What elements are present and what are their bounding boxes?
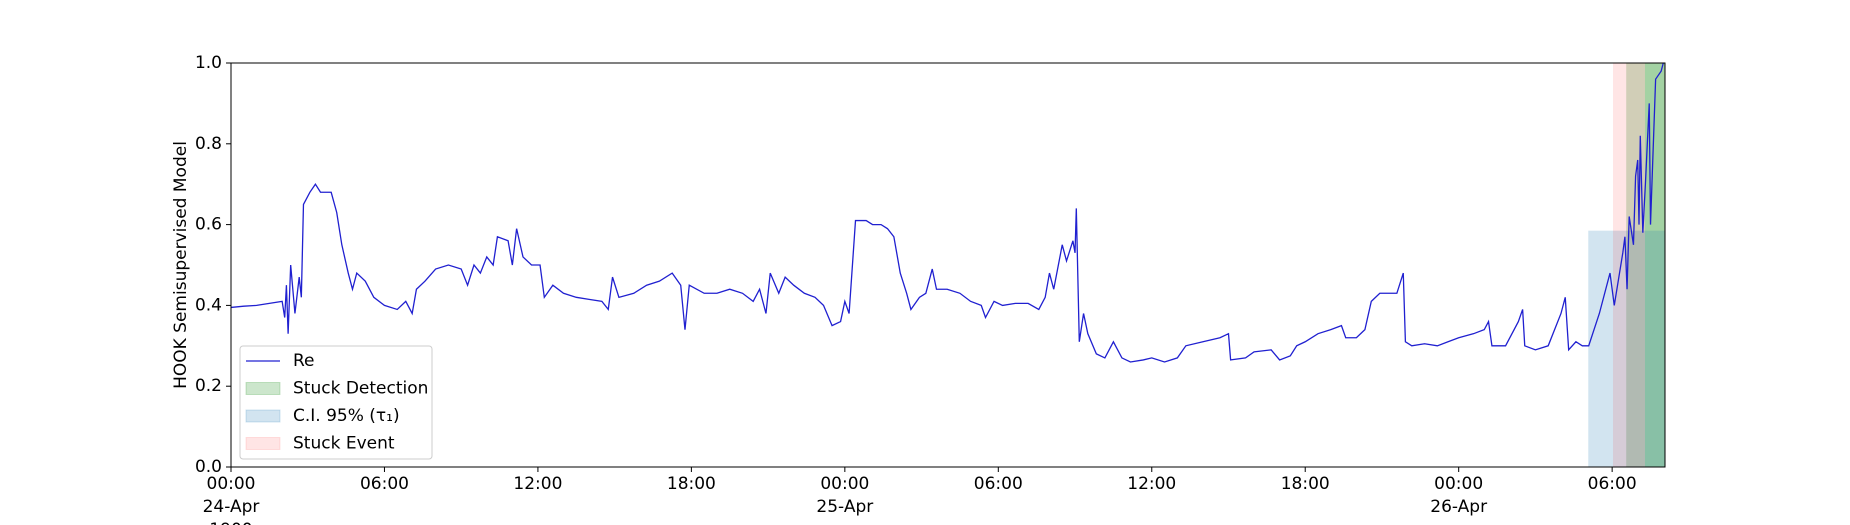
x-tick-label: 06:00 [360, 474, 409, 494]
x-tick-label: 18:00 [667, 474, 716, 494]
span [1626, 63, 1665, 467]
legend-label: Stuck Detection [293, 379, 428, 399]
y-tick-label: 0.8 [195, 134, 222, 154]
legend-frame [239, 345, 433, 460]
legend-label: C.I. 95% (τ₁) [293, 406, 400, 426]
y-tick-label: 0.0 [195, 457, 222, 477]
x-tick-label: 12:00 [1127, 474, 1176, 494]
x-tick-label: 06:00 [1588, 474, 1637, 494]
y-tick-label: 0.4 [195, 295, 222, 315]
y-tick-label: 0.6 [195, 215, 222, 235]
span [1612, 63, 1645, 467]
y-tick-label: 1.0 [195, 53, 222, 73]
legend-label: Stuck Event [293, 434, 395, 454]
y-axis-label: HOOK Semisupervised Model [171, 141, 191, 389]
axes-frame [230, 62, 1666, 468]
legend-label: Re [293, 351, 315, 371]
x-tick-label: 18:00 [1281, 474, 1330, 494]
legend-patch [245, 382, 281, 395]
legend-patch [245, 437, 281, 450]
x-tick-label: 12:00 [513, 474, 562, 494]
x-tick-label: 00:00 25-Apr [816, 474, 873, 517]
legend-patch [245, 409, 281, 423]
x-tick-label: 00:00 26-Apr [1430, 474, 1487, 517]
data-line [230, 62, 1664, 363]
x-tick-label: 06:00 [974, 474, 1023, 494]
y-tick-label: 0.2 [195, 376, 222, 396]
